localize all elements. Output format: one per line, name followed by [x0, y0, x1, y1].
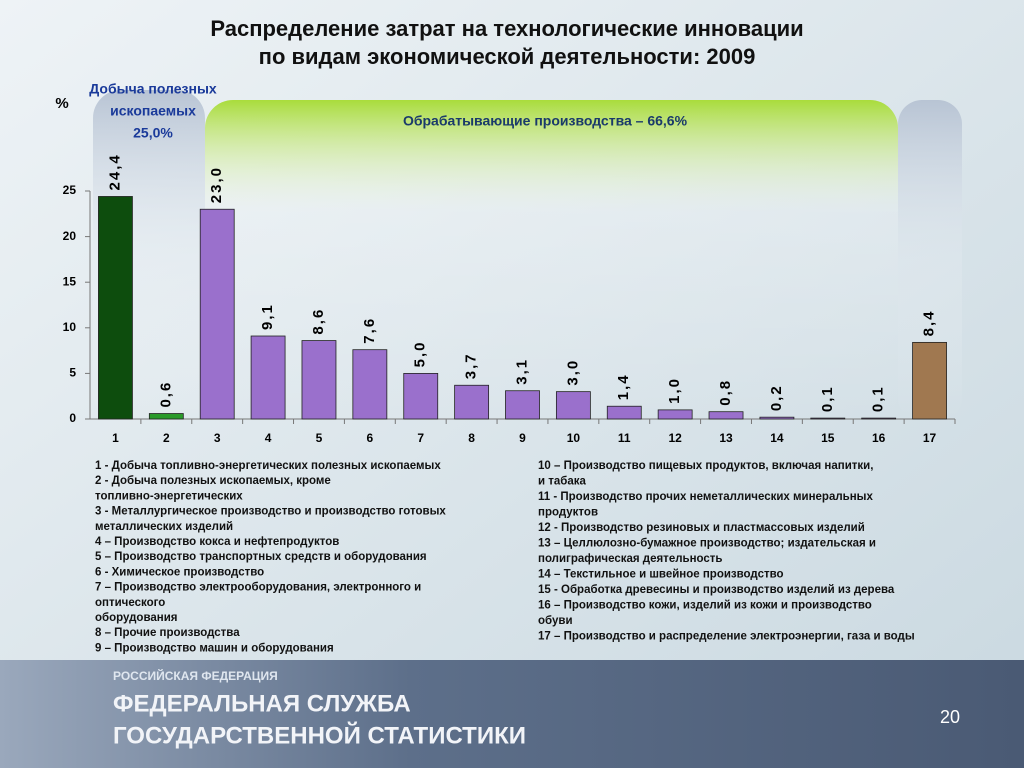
bar	[912, 341, 947, 420]
x-tick-label: 11	[618, 431, 631, 445]
bar	[301, 340, 337, 420]
value-label: 0,1	[819, 385, 836, 412]
x-tick-label: 6	[367, 431, 374, 445]
value-label: 23,0	[208, 166, 225, 203]
annotation: Добыча полезных	[89, 81, 217, 97]
note: 12 - Производство резиновых и пластмассо…	[538, 522, 865, 534]
bar	[606, 405, 642, 420]
x-tick-label: 15	[821, 431, 835, 445]
note: металлических изделий	[95, 521, 233, 533]
title: Распределение затрат на технологические …	[210, 16, 803, 41]
note: 10 – Производство пищевых продуктов, вкл…	[538, 460, 873, 472]
bar	[759, 416, 795, 420]
x-tick-label: 10	[567, 431, 581, 445]
x-tick-label: 5	[316, 431, 323, 445]
x-tick-label: 14	[770, 431, 784, 445]
footer-title: ФЕДЕРАЛЬНАЯ СЛУЖБА	[113, 690, 411, 717]
note: и табака	[538, 476, 587, 488]
value-label: 1,0	[666, 377, 683, 404]
x-tick-label: 13	[719, 431, 733, 445]
bar	[98, 196, 133, 420]
note: 13 – Целлюлозно-бумажное производство; и…	[538, 538, 876, 550]
value-label: 1,4	[615, 373, 632, 400]
note: 16 – Производство кожи, изделий из кожи …	[538, 600, 872, 612]
group-box	[205, 100, 898, 422]
value-label: 0,1	[870, 385, 887, 412]
x-tick-label: 1	[112, 431, 119, 445]
note: 8 – Прочие производства	[95, 627, 240, 639]
bar	[708, 411, 744, 420]
bar	[199, 208, 235, 420]
bar	[148, 413, 184, 420]
value-label: 3,0	[564, 359, 581, 386]
y-tick-label: 5	[69, 366, 76, 380]
note: 17 – Производство и распределение электр…	[538, 631, 915, 643]
bar	[810, 417, 846, 420]
note: 7 – Производство электрооборудования, эл…	[95, 582, 421, 594]
value-label: 9,1	[259, 303, 276, 330]
note: 1 - Добыча топливно-энергетических полез…	[95, 460, 441, 472]
y-tick-label: 25	[63, 183, 77, 197]
value-label: 5,0	[412, 341, 429, 368]
note: обуви	[538, 615, 573, 627]
bar	[454, 384, 490, 420]
annotation: ископаемых	[110, 103, 196, 119]
y-tick-label: 0	[69, 411, 76, 425]
x-tick-label: 3	[214, 431, 221, 445]
x-tick-label: 17	[923, 431, 937, 445]
note: 6 - Химическое производство	[95, 566, 264, 578]
x-tick-label: 2	[163, 431, 170, 445]
note: 11 - Производство прочих неметаллических…	[538, 491, 873, 503]
title: по видам экономической деятельности: 200…	[259, 44, 756, 69]
value-label: 0,6	[157, 381, 174, 408]
bar	[505, 390, 540, 420]
y-tick-label: 20	[63, 229, 77, 243]
value-label: 0,8	[717, 379, 734, 406]
note: оптического	[95, 597, 165, 609]
note: 9 – Производство машин и оборудования	[95, 642, 334, 654]
note: оборудования	[95, 612, 178, 624]
note: продуктов	[538, 507, 598, 519]
bar	[657, 409, 693, 420]
value-label: 0,2	[768, 384, 785, 411]
bar	[352, 349, 388, 420]
note: 3 - Металлургическое производство и прои…	[95, 506, 446, 518]
note: 14 – Текстильное и швейное производство	[538, 569, 784, 581]
page-number: 20	[940, 707, 960, 727]
value-label: 8,6	[310, 308, 327, 335]
bar	[861, 417, 897, 420]
x-tick-label: 16	[872, 431, 886, 445]
note: 15 - Обработка древесины и производство …	[538, 584, 895, 596]
group-box	[898, 100, 962, 422]
footer-title: ГОСУДАРСТВЕННОЙ СТАТИСТИКИ	[113, 721, 526, 749]
bar	[555, 391, 591, 420]
note: 2 - Добыча полезных ископаемых, кроме	[95, 475, 331, 487]
note: полиграфическая деятельность	[538, 553, 723, 565]
note: топливно-энергетических	[95, 490, 243, 502]
note: 4 – Производство кокса и нефтепродуктов	[95, 536, 339, 548]
annotation: 25,0%	[133, 125, 173, 141]
y-tick-label: 10	[63, 320, 77, 334]
y-axis-label: %	[55, 95, 68, 112]
value-label: 7,6	[361, 317, 378, 344]
footer-band	[0, 660, 1024, 768]
footer-country: РОССИЙСКАЯ ФЕДЕРАЦИЯ	[113, 668, 278, 683]
x-tick-label: 7	[417, 431, 424, 445]
value-label: 3,7	[463, 352, 480, 379]
x-tick-label: 9	[519, 431, 526, 445]
value-label: 3,1	[513, 358, 530, 385]
x-tick-label: 12	[668, 431, 682, 445]
x-tick-label: 8	[468, 431, 475, 445]
y-tick-label: 15	[63, 274, 77, 288]
value-label: 24,4	[106, 153, 123, 190]
annotation: Обрабатывающие производства – 66,6%	[403, 113, 688, 129]
note: 5 – Производство транспортных средств и …	[95, 551, 427, 563]
value-label: 8,4	[921, 310, 938, 337]
bar	[250, 335, 286, 420]
x-tick-label: 4	[265, 431, 272, 445]
bar	[403, 372, 439, 420]
